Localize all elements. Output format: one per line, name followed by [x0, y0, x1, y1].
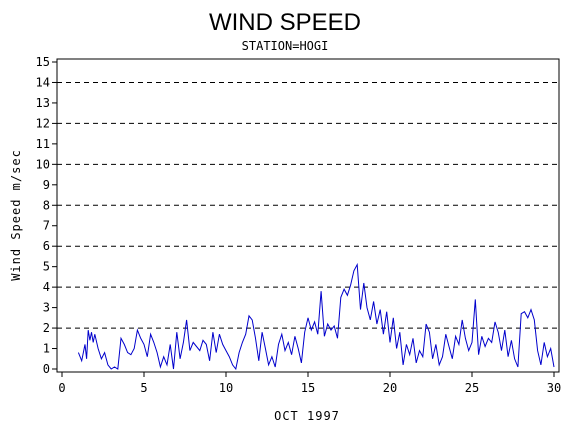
series-line-0: [77, 262, 555, 371]
y-tick-label: 14: [36, 75, 50, 89]
series-group: [77, 262, 555, 371]
y-tick-label: 6: [43, 239, 50, 253]
y-tick-label: 2: [43, 321, 50, 335]
chart-subtitle: STATION=HOGI: [242, 39, 329, 53]
x-tick-label: 10: [219, 381, 233, 395]
x-tick-label: 0: [58, 381, 65, 395]
x-tick-label: 25: [465, 381, 479, 395]
y-axis-label: Wind Speed m/sec: [9, 149, 23, 281]
y-tick-label: 8: [43, 198, 50, 212]
y-tick-label: 4: [43, 280, 50, 294]
y-tick-label: 7: [43, 219, 50, 233]
x-tick-label: 20: [383, 381, 397, 395]
y-tick-label: 1: [43, 342, 50, 356]
y-tick-label: 0: [43, 362, 50, 376]
y-tick-label: 15: [36, 55, 50, 69]
y-tick-label: 13: [36, 96, 50, 110]
x-axis: 0 5 10 15 20 25 30: [58, 372, 561, 395]
y-tick-label: 12: [36, 116, 50, 130]
plot-frame: [56, 58, 560, 373]
x-tick-label: 30: [547, 381, 561, 395]
x-axis-label: OCT 1997: [274, 409, 340, 423]
x-tick-label: 5: [140, 381, 147, 395]
y-tick-label: 10: [36, 157, 50, 171]
chart-title: WIND SPEED: [209, 9, 361, 36]
y-tick-label: 11: [36, 137, 50, 151]
x-tick-label: 15: [301, 381, 315, 395]
gridlines: [57, 81, 559, 329]
y-tick-label: 3: [43, 301, 50, 315]
y-tick-label: 5: [43, 260, 50, 274]
y-tick-label: 9: [43, 178, 50, 192]
